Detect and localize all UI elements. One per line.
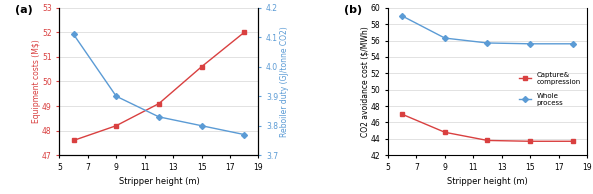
Capture&
compression: [569, 140, 576, 142]
Legend: Capture&
compression, Whole
process: Capture& compression, Whole process: [516, 69, 584, 109]
Capture&
compression: [484, 139, 491, 142]
Line: Capture&
compression: Capture& compression: [400, 112, 575, 143]
Whole
process: [441, 37, 448, 39]
Text: (a): (a): [15, 5, 33, 15]
X-axis label: Stripper height (m): Stripper height (m): [119, 177, 199, 186]
Y-axis label: Equipment costs (M$): Equipment costs (M$): [31, 40, 40, 123]
Capture&
compression: [441, 131, 448, 133]
Whole
process: [484, 42, 491, 44]
Text: (b): (b): [344, 5, 362, 15]
Y-axis label: CO2 avoidance cost ($/MWh): CO2 avoidance cost ($/MWh): [360, 26, 369, 137]
X-axis label: Stripper height (m): Stripper height (m): [447, 177, 528, 186]
Whole
process: [569, 43, 576, 45]
Capture&
compression: [398, 113, 406, 115]
Whole
process: [398, 15, 406, 17]
Y-axis label: Reboiler duty (GJ/tonne CO2): Reboiler duty (GJ/tonne CO2): [280, 26, 289, 137]
Capture&
compression: [527, 140, 534, 142]
Whole
process: [527, 43, 534, 45]
Line: Whole
process: Whole process: [400, 14, 575, 46]
